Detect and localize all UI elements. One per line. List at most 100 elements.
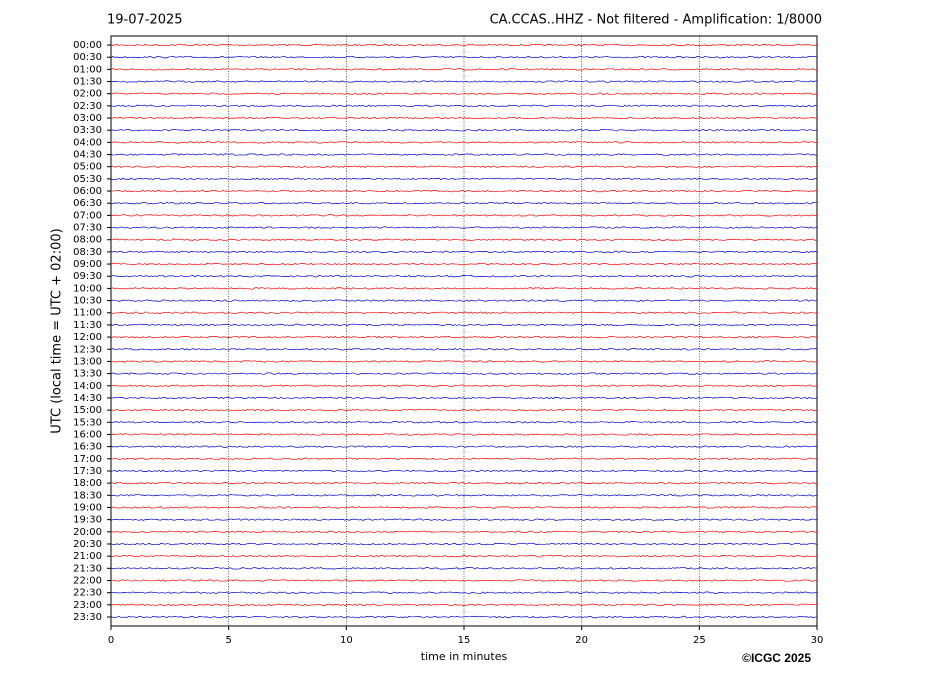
y-tick-label: 16:00 <box>73 429 102 440</box>
y-tick-label: 04:30 <box>73 150 102 161</box>
trace <box>110 323 818 327</box>
trace <box>110 469 818 473</box>
trace <box>110 55 818 59</box>
trace <box>110 68 818 71</box>
date-title: 19-07-2025 <box>107 13 183 28</box>
trace <box>110 542 818 546</box>
trace <box>110 189 818 193</box>
y-tick-label: 14:00 <box>73 381 102 392</box>
y-tick-label: 19:30 <box>73 515 102 526</box>
trace <box>110 335 818 339</box>
x-tick-label: 5 <box>225 635 231 646</box>
trace <box>110 311 818 314</box>
trace <box>110 238 818 241</box>
trace <box>110 457 818 460</box>
y-tick-label: 13:00 <box>73 356 102 367</box>
y-tick-label: 11:00 <box>73 308 102 319</box>
trace <box>110 384 818 387</box>
y-tick-label: 00:00 <box>73 40 102 51</box>
trace <box>110 262 818 266</box>
trace <box>110 372 818 375</box>
y-tick-label: 23:00 <box>73 600 102 611</box>
trace <box>110 165 818 168</box>
y-tick-label: 23:30 <box>73 612 102 623</box>
y-tick-label: 04:00 <box>73 137 102 148</box>
trace <box>110 530 818 533</box>
y-tick-label: 09:00 <box>73 259 102 270</box>
trace <box>110 591 818 594</box>
trace <box>110 128 818 132</box>
y-tick-label: 03:30 <box>73 125 102 136</box>
trace <box>110 408 818 412</box>
trace <box>110 421 818 424</box>
x-tick-label: 20 <box>575 635 588 646</box>
copyright: ©ICGC 2025 <box>742 651 811 665</box>
y-tick-label: 10:00 <box>73 283 102 294</box>
trace <box>110 104 818 108</box>
y-tick-label: 12:30 <box>73 344 102 355</box>
y-tick-label: 21:30 <box>73 563 102 574</box>
trace <box>110 360 818 363</box>
y-tick-label: 12:00 <box>73 332 102 343</box>
y-tick-label: 01:30 <box>73 77 102 88</box>
trace <box>110 603 818 607</box>
trace <box>110 202 818 205</box>
y-tick-label: 20:30 <box>73 539 102 550</box>
trace <box>110 554 818 558</box>
y-tick-label: 18:00 <box>73 478 102 489</box>
x-tick-label: 0 <box>108 635 114 646</box>
y-tick-label: 05:30 <box>73 174 102 185</box>
y-tick-label: 18:30 <box>73 490 102 501</box>
x-tick-label: 15 <box>458 635 471 646</box>
trace <box>110 226 818 229</box>
trace <box>110 153 818 156</box>
y-tick-label: 17:00 <box>73 454 102 465</box>
x-tick-label: 25 <box>693 635 706 646</box>
trace <box>110 567 818 570</box>
y-tick-label: 05:00 <box>73 162 102 173</box>
y-tick-label: 06:30 <box>73 198 102 209</box>
x-tick-label: 30 <box>811 635 824 646</box>
y-tick-label: 22:00 <box>73 575 102 586</box>
trace <box>110 177 818 181</box>
trace <box>110 494 818 497</box>
y-tick-label: 15:30 <box>73 417 102 428</box>
trace <box>110 250 818 254</box>
y-tick-label: 08:00 <box>73 235 102 246</box>
trace <box>110 43 818 47</box>
trace <box>110 396 818 400</box>
y-tick-label: 07:00 <box>73 210 102 221</box>
trace <box>110 287 818 290</box>
y-tick-label: 17:30 <box>73 466 102 477</box>
trace <box>110 80 818 83</box>
trace <box>110 92 818 95</box>
y-tick-label: 09:30 <box>73 271 102 282</box>
x-axis-label: time in minutes <box>421 650 508 663</box>
trace <box>110 445 818 448</box>
trace <box>110 579 818 582</box>
y-tick-label: 14:30 <box>73 393 102 404</box>
trace <box>110 506 818 509</box>
trace <box>110 518 818 521</box>
y-tick-label: 03:00 <box>73 113 102 124</box>
y-tick-label: 01:00 <box>73 64 102 75</box>
y-tick-label: 02:00 <box>73 89 102 100</box>
trace <box>110 481 818 485</box>
y-tick-label: 16:30 <box>73 442 102 453</box>
y-tick-label: 07:30 <box>73 223 102 234</box>
y-tick-label: 15:00 <box>73 405 102 416</box>
y-tick-label: 11:30 <box>73 320 102 331</box>
trace <box>110 299 818 302</box>
x-tick-label: 10 <box>340 635 353 646</box>
trace <box>110 433 818 436</box>
y-tick-label: 13:30 <box>73 369 102 380</box>
y-tick-label: 10:30 <box>73 296 102 307</box>
y-tick-label: 00:30 <box>73 52 102 63</box>
trace <box>110 275 818 278</box>
y-tick-label: 22:30 <box>73 588 102 599</box>
y-tick-label: 06:00 <box>73 186 102 197</box>
y-axis-label: UTC (local time = UTC + 02:00) <box>50 228 65 433</box>
y-tick-label: 02:30 <box>73 101 102 112</box>
